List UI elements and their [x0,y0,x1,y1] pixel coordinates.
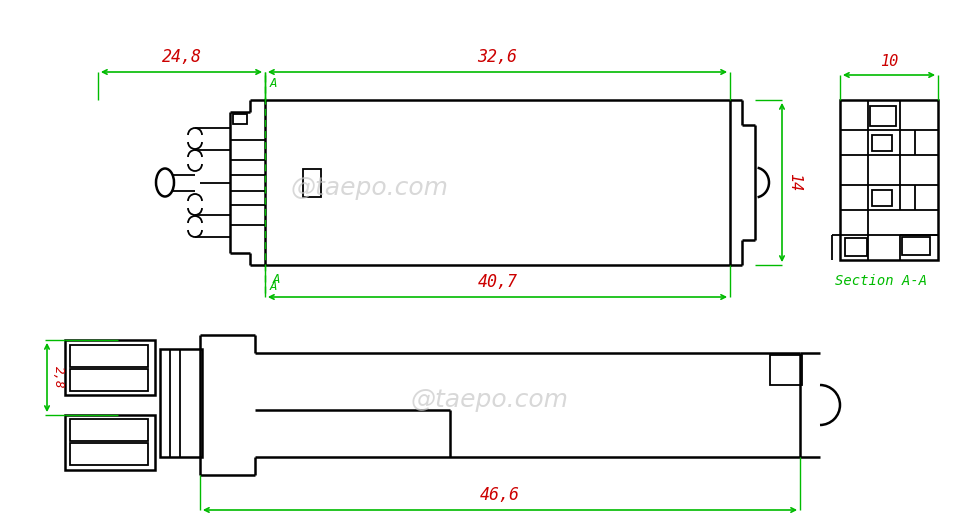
Bar [902,237,930,255]
Text: @taepo.com: @taepo.com [411,388,569,412]
Bar [870,106,896,126]
Bar [70,443,148,465]
Text: 46,6: 46,6 [480,486,520,504]
Bar [265,100,730,265]
Text: A: A [270,280,278,293]
Bar [70,345,148,367]
Bar [770,355,802,385]
Text: @taepo.com: @taepo.com [291,176,449,200]
Bar [65,415,155,470]
Text: 32,6: 32,6 [477,48,518,66]
Bar [70,419,148,441]
Bar [303,169,321,196]
Text: 40,7: 40,7 [477,273,518,291]
Bar [70,369,148,391]
Text: A: A [270,77,278,90]
Bar [872,135,892,151]
Bar [65,340,155,395]
Bar [233,114,247,124]
Text: 2,8: 2,8 [52,366,65,389]
Text: 24,8: 24,8 [162,48,201,66]
Text: A: A [273,273,281,286]
Bar [840,100,938,260]
Text: Section A-A: Section A-A [835,274,927,288]
Bar [160,349,202,457]
Bar [872,190,892,206]
Text: 10: 10 [880,54,898,69]
Text: 14: 14 [787,173,802,192]
Bar [845,238,867,256]
